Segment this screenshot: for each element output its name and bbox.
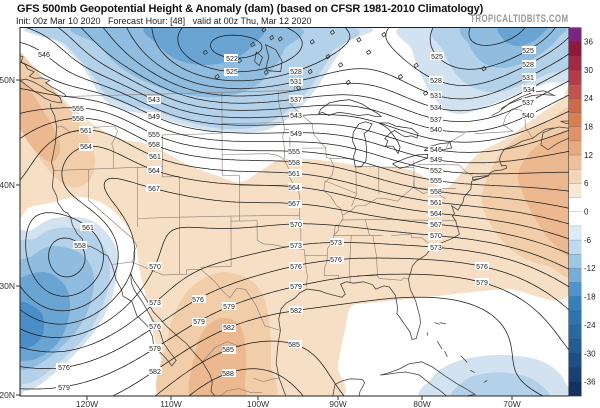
svg-text:-12: -12 [584,264,596,273]
svg-text:573: 573 [430,245,442,252]
svg-text:537: 537 [290,97,302,104]
svg-text:579: 579 [149,346,161,353]
svg-text:576: 576 [192,297,204,304]
svg-text:555: 555 [148,132,160,139]
svg-text:552: 552 [430,168,442,175]
svg-text:564: 564 [288,185,300,192]
svg-text:120W: 120W [76,399,98,408]
svg-text:537: 537 [430,117,442,124]
svg-text:567: 567 [430,222,442,229]
svg-text:561: 561 [82,225,94,232]
svg-text:573: 573 [149,300,161,307]
svg-text:561: 561 [430,200,442,207]
svg-text:573: 573 [330,240,342,247]
svg-text:558: 558 [72,116,84,123]
svg-text:531: 531 [522,75,534,82]
svg-text:546: 546 [38,52,50,59]
svg-text:525: 525 [431,54,443,61]
svg-text:576: 576 [476,264,488,271]
svg-text:50N: 50N [0,75,15,85]
svg-text:582: 582 [149,369,161,376]
svg-text:582: 582 [290,308,302,315]
svg-text:585: 585 [288,342,300,349]
svg-text:561: 561 [149,154,161,161]
svg-text:558: 558 [74,243,86,250]
svg-text:-18: -18 [584,293,596,302]
svg-text:534: 534 [523,87,535,94]
svg-text:522: 522 [226,56,238,63]
svg-text:80W: 80W [413,399,430,408]
svg-text:534: 534 [430,105,442,112]
svg-text:0: 0 [584,208,589,217]
svg-text:579: 579 [223,304,235,311]
svg-text:555: 555 [288,149,300,156]
svg-text:528: 528 [430,78,442,85]
svg-text:576: 576 [58,365,70,372]
svg-text:576: 576 [290,264,302,271]
svg-text:561: 561 [288,171,300,178]
svg-text:30N: 30N [0,281,15,291]
svg-text:24: 24 [584,94,593,103]
svg-text:579: 579 [476,280,488,287]
svg-text:564: 564 [148,168,160,175]
svg-text:567: 567 [148,186,160,193]
svg-text:564: 564 [80,144,92,151]
svg-text:70W: 70W [503,399,520,408]
svg-text:582: 582 [223,325,235,332]
svg-text:576: 576 [149,324,161,331]
svg-text:36: 36 [584,38,593,47]
svg-text:540: 540 [522,113,534,120]
svg-text:576: 576 [330,257,342,264]
svg-text:555: 555 [72,106,84,113]
svg-text:525: 525 [522,48,534,55]
svg-text:561: 561 [80,128,92,135]
svg-text:579: 579 [193,319,205,326]
svg-text:570: 570 [149,264,161,271]
svg-text:-24: -24 [584,321,596,330]
svg-text:555: 555 [430,178,442,185]
svg-text:-36: -36 [584,378,596,387]
svg-text:558: 558 [288,160,300,167]
svg-text:18: 18 [584,123,593,132]
svg-text:-30: -30 [584,349,596,358]
svg-text:564: 564 [430,211,442,218]
svg-text:579: 579 [58,385,70,392]
svg-text:525: 525 [226,69,238,76]
svg-text:40N: 40N [0,180,15,190]
svg-text:579: 579 [290,284,302,291]
svg-text:540: 540 [430,127,442,134]
svg-text:20N: 20N [0,390,15,400]
svg-text:531: 531 [290,79,302,86]
svg-text:90W: 90W [329,399,346,408]
svg-text:543: 543 [290,113,302,120]
svg-text:100W: 100W [247,399,269,408]
svg-text:528: 528 [290,69,302,76]
svg-text:588: 588 [222,371,234,378]
svg-text:30: 30 [584,66,593,75]
svg-text:537: 537 [522,100,534,107]
svg-text:570: 570 [290,222,302,229]
svg-text:110W: 110W [160,399,182,408]
svg-text:546: 546 [430,147,442,154]
svg-text:558: 558 [148,142,160,149]
svg-text:528: 528 [522,62,534,69]
svg-text:6: 6 [584,179,589,188]
svg-text:549: 549 [290,131,302,138]
svg-text:543: 543 [148,97,160,104]
svg-text:567: 567 [288,201,300,208]
svg-text:558: 558 [430,189,442,196]
svg-text:573: 573 [290,243,302,250]
svg-text:-6: -6 [584,236,592,245]
svg-text:570: 570 [430,233,442,240]
svg-text:585: 585 [222,347,234,354]
svg-text:549: 549 [148,114,160,121]
svg-text:12: 12 [584,151,593,160]
svg-text:549: 549 [430,157,442,164]
svg-text:531: 531 [430,93,442,100]
